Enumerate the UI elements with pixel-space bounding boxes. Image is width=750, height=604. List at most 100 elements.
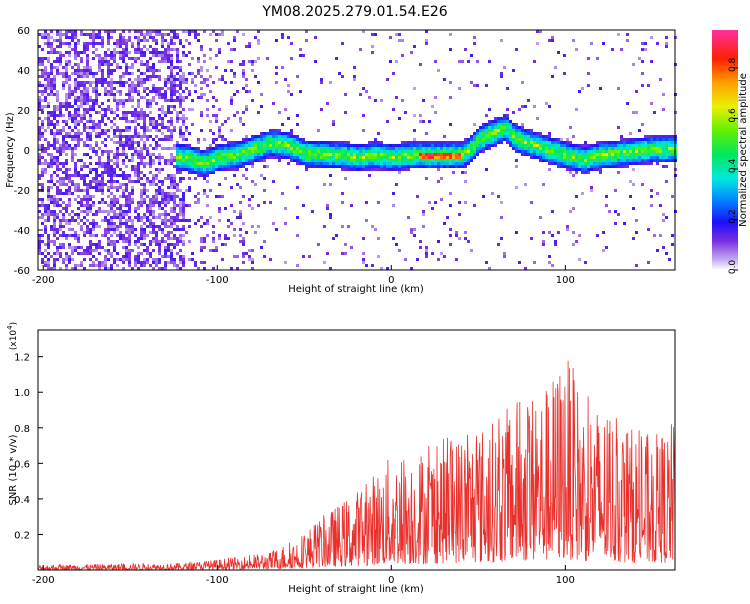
spectrogram-cell xyxy=(170,117,173,120)
spectrogram-cell xyxy=(626,138,629,141)
spectrogram-cell xyxy=(71,228,74,231)
spectrogram-cell xyxy=(203,30,206,33)
spectrogram-cell xyxy=(365,153,368,156)
spectrogram-cell xyxy=(236,150,239,153)
spectrogram-cell xyxy=(149,180,152,183)
spectrogram-cell xyxy=(305,156,308,159)
spectrogram-cell xyxy=(140,111,143,114)
spectrogram-cell xyxy=(368,168,371,171)
spectrogram-cell xyxy=(143,129,146,132)
snr-x-tick-label: 100 xyxy=(556,575,575,586)
spectrogram-cell xyxy=(455,165,458,168)
spectrogram-cell xyxy=(464,144,467,147)
spectrogram-cell xyxy=(434,96,437,99)
spectrogram-cell xyxy=(110,111,113,114)
spectrogram-cell xyxy=(131,84,134,87)
spectrogram-cell xyxy=(506,123,509,126)
spectrogram-cell xyxy=(167,87,170,90)
spectrogram-cell xyxy=(41,258,44,261)
spectrogram-cell xyxy=(365,201,368,204)
spectrogram-cell xyxy=(245,141,248,144)
spectrogram-cell xyxy=(461,171,464,174)
spectrogram-cell xyxy=(515,123,518,126)
spectrogram-cell xyxy=(413,144,416,147)
spectrogram-cell xyxy=(164,201,167,204)
spectrogram-cell xyxy=(140,147,143,150)
spectrogram-cell xyxy=(500,120,503,123)
spectrogram-cell xyxy=(524,153,527,156)
spectrogram-cell xyxy=(119,45,122,48)
spectrogram-cell xyxy=(476,129,479,132)
spectrogram-cell xyxy=(164,147,167,150)
spectrogram-cell xyxy=(50,129,53,132)
spectrogram-cell xyxy=(275,138,278,141)
spectrogram-cell xyxy=(122,60,125,63)
spectrogram-cell xyxy=(83,195,86,198)
spectrogram-cell xyxy=(68,78,71,81)
spectrogram-cell xyxy=(164,138,167,141)
spectrogram-cell xyxy=(500,141,503,144)
spectrogram-cell xyxy=(113,54,116,57)
spectrogram-cell xyxy=(173,264,176,267)
spectrogram-cell xyxy=(476,84,479,87)
spectrogram-cell xyxy=(218,195,221,198)
spectrogram-cell xyxy=(389,168,392,171)
spectrogram-cell xyxy=(230,168,233,171)
spectrogram-cell xyxy=(239,159,242,162)
spectrogram-cell xyxy=(116,198,119,201)
spectrogram-cell xyxy=(353,156,356,159)
spectrogram-cell xyxy=(632,153,635,156)
spectrogram-cell xyxy=(227,42,230,45)
spectrogram-cell xyxy=(419,63,422,66)
spectrogram-cell xyxy=(422,162,425,165)
spectrogram-cell xyxy=(218,207,221,210)
spectrogram-cell xyxy=(101,189,104,192)
spectrogram-cell xyxy=(98,54,101,57)
spectrogram-cell xyxy=(359,93,362,96)
spectrogram-cell xyxy=(593,150,596,153)
spectrogram-cell xyxy=(380,99,383,102)
spectrogram-cell xyxy=(182,165,185,168)
spectrogram-cell xyxy=(407,150,410,153)
spectrogram-cell xyxy=(101,210,104,213)
spectrogram-cell xyxy=(467,153,470,156)
spectrogram-cell xyxy=(632,111,635,114)
spectrogram-cell xyxy=(161,183,164,186)
spectrogram-cell xyxy=(467,60,470,63)
spectrogram-cell xyxy=(368,162,371,165)
spectrogram-cell xyxy=(488,126,491,129)
spectrogram-cell xyxy=(233,228,236,231)
spectrogram-cell xyxy=(248,258,251,261)
spectrogram-cell xyxy=(173,78,176,81)
spectrogram-cell xyxy=(47,237,50,240)
spectrogram-cell xyxy=(536,132,539,135)
spectrogram-cell xyxy=(185,165,188,168)
spectrogram-cell xyxy=(134,171,137,174)
spectrogram-cell xyxy=(278,150,281,153)
spectrogram-cell xyxy=(197,150,200,153)
spectrogram-cell xyxy=(125,66,128,69)
spectrogram-cell xyxy=(80,264,83,267)
spectrogram-cell xyxy=(566,156,569,159)
spectrogram-cell xyxy=(53,201,56,204)
spectrogram-cell xyxy=(59,177,62,180)
spectrogram-cell xyxy=(107,159,110,162)
spectrogram-cell xyxy=(80,93,83,96)
spectrogram-cell xyxy=(119,216,122,219)
spectrogram-cell xyxy=(137,237,140,240)
spectrogram-cell xyxy=(245,78,248,81)
spectrogram-cell xyxy=(200,156,203,159)
spectrogram-y-tick-label: -60 xyxy=(14,266,30,277)
spectrogram-cell xyxy=(92,45,95,48)
spectrogram-cell xyxy=(131,135,134,138)
spectrogram-cell xyxy=(41,75,44,78)
spectrogram-cell xyxy=(377,144,380,147)
spectrogram-x-tick-label: 100 xyxy=(556,275,575,286)
spectrogram-cell xyxy=(176,33,179,36)
spectrogram-cell xyxy=(335,144,338,147)
spectrogram-cell xyxy=(317,165,320,168)
spectrogram-cell xyxy=(161,123,164,126)
spectrogram-cell xyxy=(107,99,110,102)
spectrogram-cell xyxy=(359,48,362,51)
spectrogram-cell xyxy=(389,159,392,162)
